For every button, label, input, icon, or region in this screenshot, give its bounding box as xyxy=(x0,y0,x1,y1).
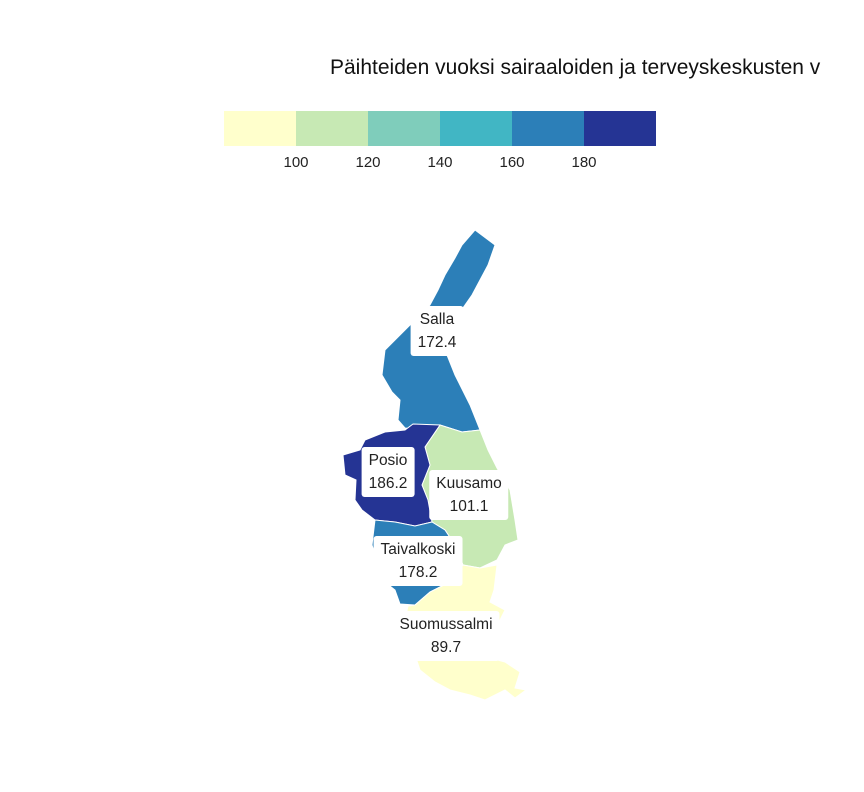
label-salla-value: 172.4 xyxy=(417,334,457,351)
label-suomussalmi-name: Suomussalmi xyxy=(399,616,493,633)
label-taivalkoski: Taivalkoski 178.2 xyxy=(373,536,463,586)
label-kuusamo-name: Kuusamo xyxy=(436,475,502,492)
label-posio: Posio 186.2 xyxy=(361,447,415,497)
legend-bin-1 xyxy=(296,111,368,146)
legend-tick-0: 100 xyxy=(283,154,309,171)
label-salla-name: Salla xyxy=(419,311,455,328)
legend-bin-4 xyxy=(512,111,584,146)
label-posio-value: 186.2 xyxy=(368,475,408,492)
legend-bin-2 xyxy=(368,111,440,146)
color-legend: 100 120 140 160 180 xyxy=(224,111,656,171)
label-suomussalmi: Suomussalmi 89.7 xyxy=(392,611,500,661)
label-kuusamo-value: 101.1 xyxy=(449,498,489,515)
label-suomussalmi-value: 89.7 xyxy=(430,639,462,656)
label-posio-name: Posio xyxy=(368,452,408,469)
label-kuusamo: Kuusamo 101.1 xyxy=(429,470,509,520)
label-salla: Salla 172.4 xyxy=(410,306,464,356)
legend-tick-2: 140 xyxy=(427,154,453,171)
legend-bin-5 xyxy=(584,111,656,146)
legend-bin-0 xyxy=(224,111,296,146)
legend-bin-3 xyxy=(440,111,512,146)
legend-tick-1: 120 xyxy=(355,154,381,171)
legend-tick-3: 160 xyxy=(499,154,525,171)
label-taivalkoski-value: 178.2 xyxy=(398,564,438,581)
map-title: Päihteiden vuoksi sairaaloiden ja tervey… xyxy=(330,56,821,79)
label-taivalkoski-name: Taivalkoski xyxy=(380,541,456,558)
legend-tick-4: 180 xyxy=(571,154,597,171)
